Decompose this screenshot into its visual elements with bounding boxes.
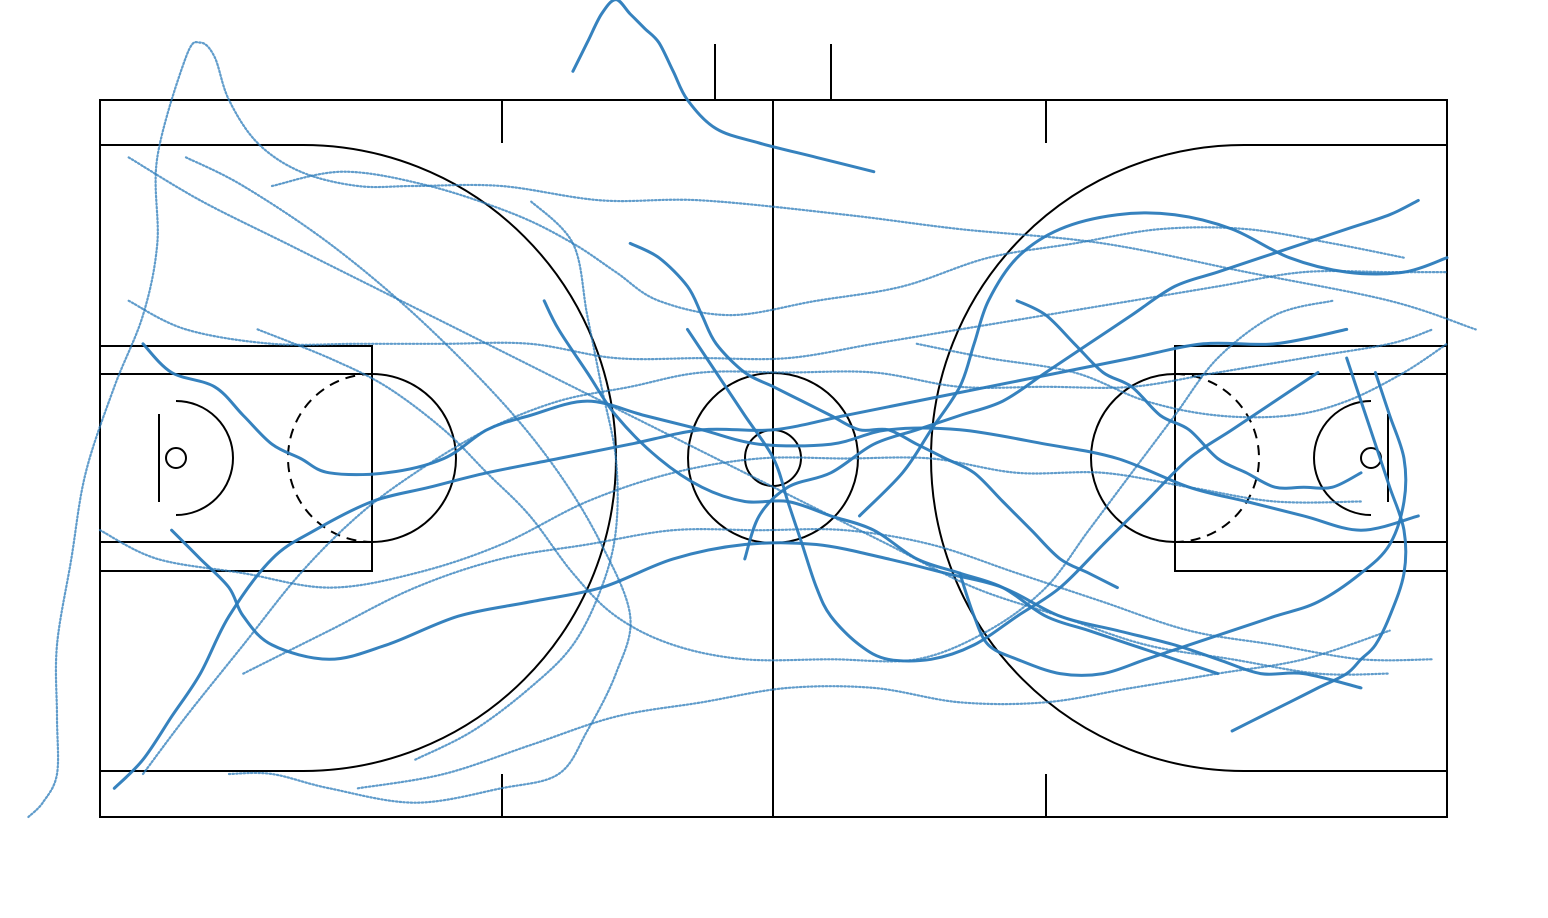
free-throw-circle-left-solid — [371, 373, 457, 543]
trajectory-3 — [184, 156, 632, 804]
trajectory-22 — [1015, 299, 1363, 490]
trajectory-11 — [256, 299, 1334, 663]
trajectory-2 — [141, 328, 1434, 776]
trajectory-5 — [242, 528, 1434, 675]
trajectory-1 — [27, 41, 1477, 819]
trajectory-14 — [170, 528, 1363, 690]
trajectory-8 — [127, 156, 1391, 676]
trajectory-13 — [141, 342, 1420, 532]
trajectory-21 — [958, 371, 1408, 677]
trajectory-19 — [686, 327, 1320, 663]
trajectory-10 — [414, 199, 619, 761]
trajectory-23 — [1230, 356, 1408, 733]
restricted-area-left — [175, 400, 234, 516]
trajectory-24 — [628, 241, 1119, 590]
trajectory-9 — [270, 170, 1406, 317]
trajectory-17 — [571, 0, 876, 174]
trajectory-16 — [858, 211, 1449, 518]
trajectory-15 — [112, 327, 1349, 790]
three-point-line-left — [100, 144, 617, 772]
hoop-left — [165, 447, 187, 469]
trajectory-12 — [915, 342, 1449, 419]
free-throw-circle-left-dashed — [287, 373, 373, 543]
lane-inner-left — [99, 373, 373, 543]
free-throw-circle-right-solid — [1090, 373, 1176, 543]
free-throw-circle-right-dashed — [1174, 373, 1260, 543]
trajectory-18 — [542, 299, 1220, 676]
trajectory-20 — [743, 198, 1420, 561]
restricted-area-right — [1313, 400, 1372, 516]
trajectory-4 — [127, 269, 1449, 361]
trajectory-7 — [98, 456, 1363, 589]
lane-inner-right — [1174, 373, 1448, 543]
lane-outer-left — [99, 345, 373, 572]
player-trajectories — [27, 0, 1477, 819]
